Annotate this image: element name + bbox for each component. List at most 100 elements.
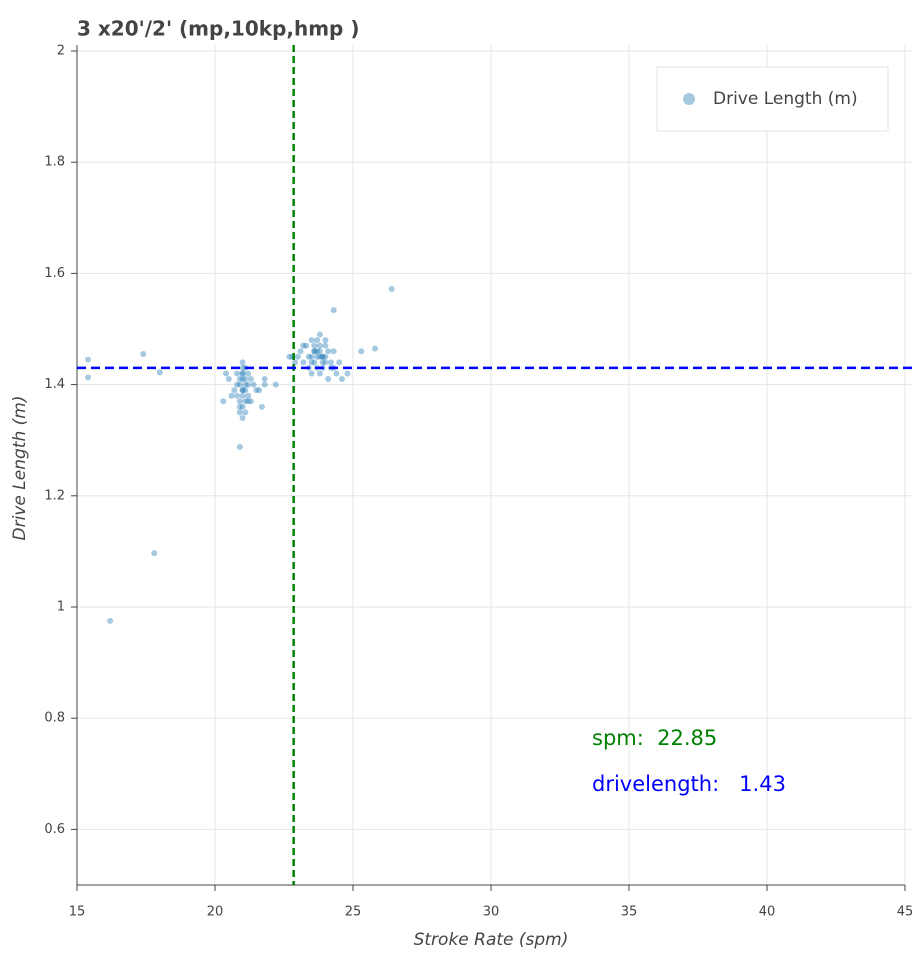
y-axis-title: Drive Length (m) [10,396,30,541]
point [236,376,243,383]
spm-label: spm: 22.85 [592,726,717,750]
x-axis-title: Stroke Rate (spm) [414,930,569,950]
point [236,381,243,388]
x-tick-label: 15 [69,905,86,920]
point [245,370,252,377]
point [333,370,340,377]
point [316,342,323,349]
point [239,376,246,383]
point [272,381,279,388]
point [305,353,312,360]
point [322,337,329,344]
y-tick-label: 0.6 [44,822,65,837]
point [239,370,246,377]
point [330,348,337,355]
point [245,392,252,399]
point [223,370,230,377]
point [242,381,249,388]
point [311,359,318,366]
legend-label: Drive Length (m) [713,89,858,109]
point [236,443,243,450]
point [336,359,343,366]
point [286,353,293,360]
point [256,387,263,394]
point [308,353,315,360]
point [322,342,329,349]
point [325,376,332,383]
point [242,387,249,394]
point [239,387,246,394]
point [311,348,318,355]
point [311,348,318,355]
point [234,370,241,377]
point [239,414,246,421]
x-tick-label: 35 [621,905,638,920]
point [239,370,246,377]
point [314,337,321,344]
point [388,285,395,292]
point [236,403,243,410]
drivelength-label: drivelength: 1.43 [592,772,786,796]
point [245,398,252,405]
point [316,331,323,338]
y-tick-label: 1.8 [44,155,65,170]
point [231,387,238,394]
x-tick-label: 40 [759,905,776,920]
point [253,387,260,394]
point [234,381,241,388]
point [358,348,365,355]
point [239,359,246,366]
x-tick-label: 30 [483,905,500,920]
point [245,381,252,388]
point [344,370,351,377]
chart-title: 3 x20'/2' (mp,10kp,hmp ) [77,17,359,41]
point [319,359,326,366]
point [242,398,249,405]
point [319,353,326,360]
x-tick-label: 45 [897,905,912,920]
point [308,359,315,366]
point [242,376,249,383]
point [258,403,265,410]
point [85,374,92,381]
point [322,359,329,366]
point [247,398,254,405]
point [261,376,268,383]
point [338,376,345,383]
y-tick-label: 2 [57,44,65,59]
y-tick-label: 1.6 [44,266,65,281]
point [303,342,310,349]
point [239,403,246,410]
point [316,348,323,355]
point [85,356,92,363]
point [330,307,337,314]
point [300,342,307,349]
x-tick-label: 20 [207,905,224,920]
point [250,381,257,388]
point [300,359,307,366]
point [140,351,147,358]
point [247,376,254,383]
point [316,370,323,377]
point [156,369,163,376]
point [311,342,318,349]
point [242,409,249,416]
legend-box [656,66,889,132]
point [239,392,246,399]
point [151,550,158,557]
point [294,353,301,360]
point [372,345,379,352]
point [308,337,315,344]
point [308,370,315,377]
point [220,398,227,405]
y-tick-label: 1 [57,600,65,615]
point [225,376,232,383]
point [297,348,304,355]
point [236,409,243,416]
point [261,381,268,388]
point [325,348,332,355]
point [239,387,246,394]
point [319,353,326,360]
